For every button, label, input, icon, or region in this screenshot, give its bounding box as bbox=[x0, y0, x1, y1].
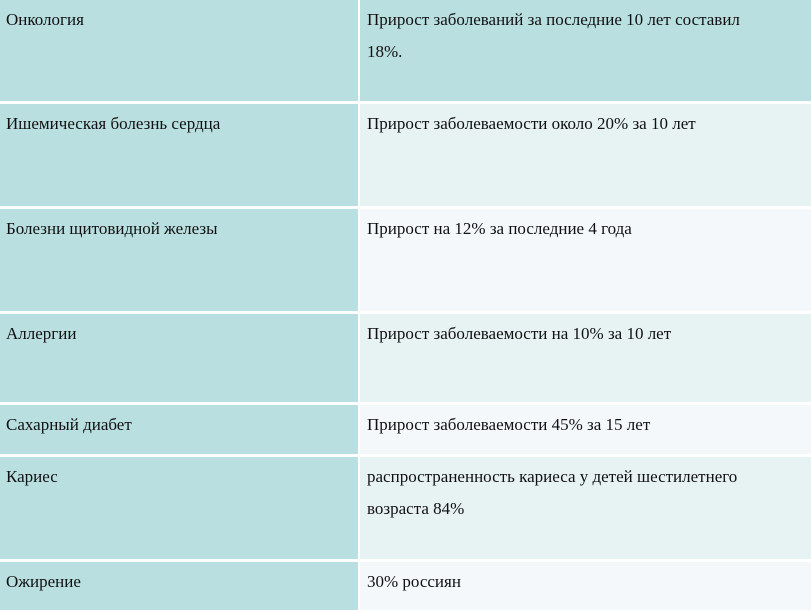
table-row: Ожирение 30% россиян bbox=[0, 562, 811, 610]
disease-stat-cell: Прирост заболеваний за последние 10 лет … bbox=[360, 0, 811, 104]
table-row: Сахарный диабет Прирост заболеваемости 4… bbox=[0, 405, 811, 457]
table-row: Болезни щитовидной железы Прирост на 12%… bbox=[0, 209, 811, 314]
table-row: Аллергии Прирост заболеваемости на 10% з… bbox=[0, 314, 811, 405]
disease-name-cell: Кариес bbox=[0, 457, 360, 562]
disease-name-cell: Сахарный диабет bbox=[0, 405, 360, 457]
disease-stat-cell: Прирост заболеваемости около 20% за 10 л… bbox=[360, 104, 811, 209]
disease-stat-cell: Прирост на 12% за последние 4 года bbox=[360, 209, 811, 314]
disease-name-cell: Онкология bbox=[0, 0, 360, 104]
disease-name-cell: Ишемическая болезнь сердца bbox=[0, 104, 360, 209]
disease-name-cell: Аллергии bbox=[0, 314, 360, 405]
disease-stat-cell: Прирост заболеваемости на 10% за 10 лет bbox=[360, 314, 811, 405]
disease-stat-cell: 30% россиян bbox=[360, 562, 811, 610]
table-row: Онкология Прирост заболеваний за последн… bbox=[0, 0, 811, 104]
disease-stat-cell: Прирост заболеваемости 45% за 15 лет bbox=[360, 405, 811, 457]
disease-name-cell: Ожирение bbox=[0, 562, 360, 610]
disease-name-cell: Болезни щитовидной железы bbox=[0, 209, 360, 314]
table-row: Кариес распространенность кариеса у дете… bbox=[0, 457, 811, 562]
disease-stat-cell: распространенность кариеса у детей шести… bbox=[360, 457, 811, 562]
table-row: Ишемическая болезнь сердца Прирост забол… bbox=[0, 104, 811, 209]
